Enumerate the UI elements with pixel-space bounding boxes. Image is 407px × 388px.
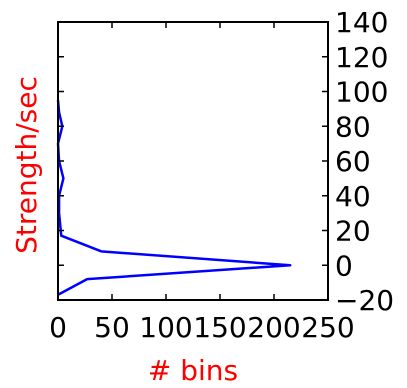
x-tick-label: 50 — [94, 311, 130, 344]
y-tick-label: 100 — [335, 76, 388, 109]
y-axis-label: Strength/sec — [10, 76, 43, 254]
y-tick-label: 40 — [335, 180, 371, 213]
x-axis-label: # bins — [148, 354, 238, 387]
y-tick-label: 0 — [335, 249, 353, 282]
y-tick-label: 60 — [335, 145, 371, 178]
y-tick-label: 20 — [335, 215, 371, 248]
x-tick-label: 100 — [139, 311, 192, 344]
y-tick-label: −20 — [335, 284, 394, 317]
plot-layer — [56, 100, 292, 296]
series-line-0 — [56, 100, 292, 296]
x-tick-label: 200 — [247, 311, 300, 344]
x-tick-label: 0 — [49, 311, 67, 344]
y-tick-label: 80 — [335, 110, 371, 143]
y-tick-label: 120 — [335, 41, 388, 74]
x-tick-label: 250 — [301, 311, 354, 344]
y-tick-label: 140 — [335, 6, 388, 39]
x-tick-label: 150 — [193, 311, 246, 344]
